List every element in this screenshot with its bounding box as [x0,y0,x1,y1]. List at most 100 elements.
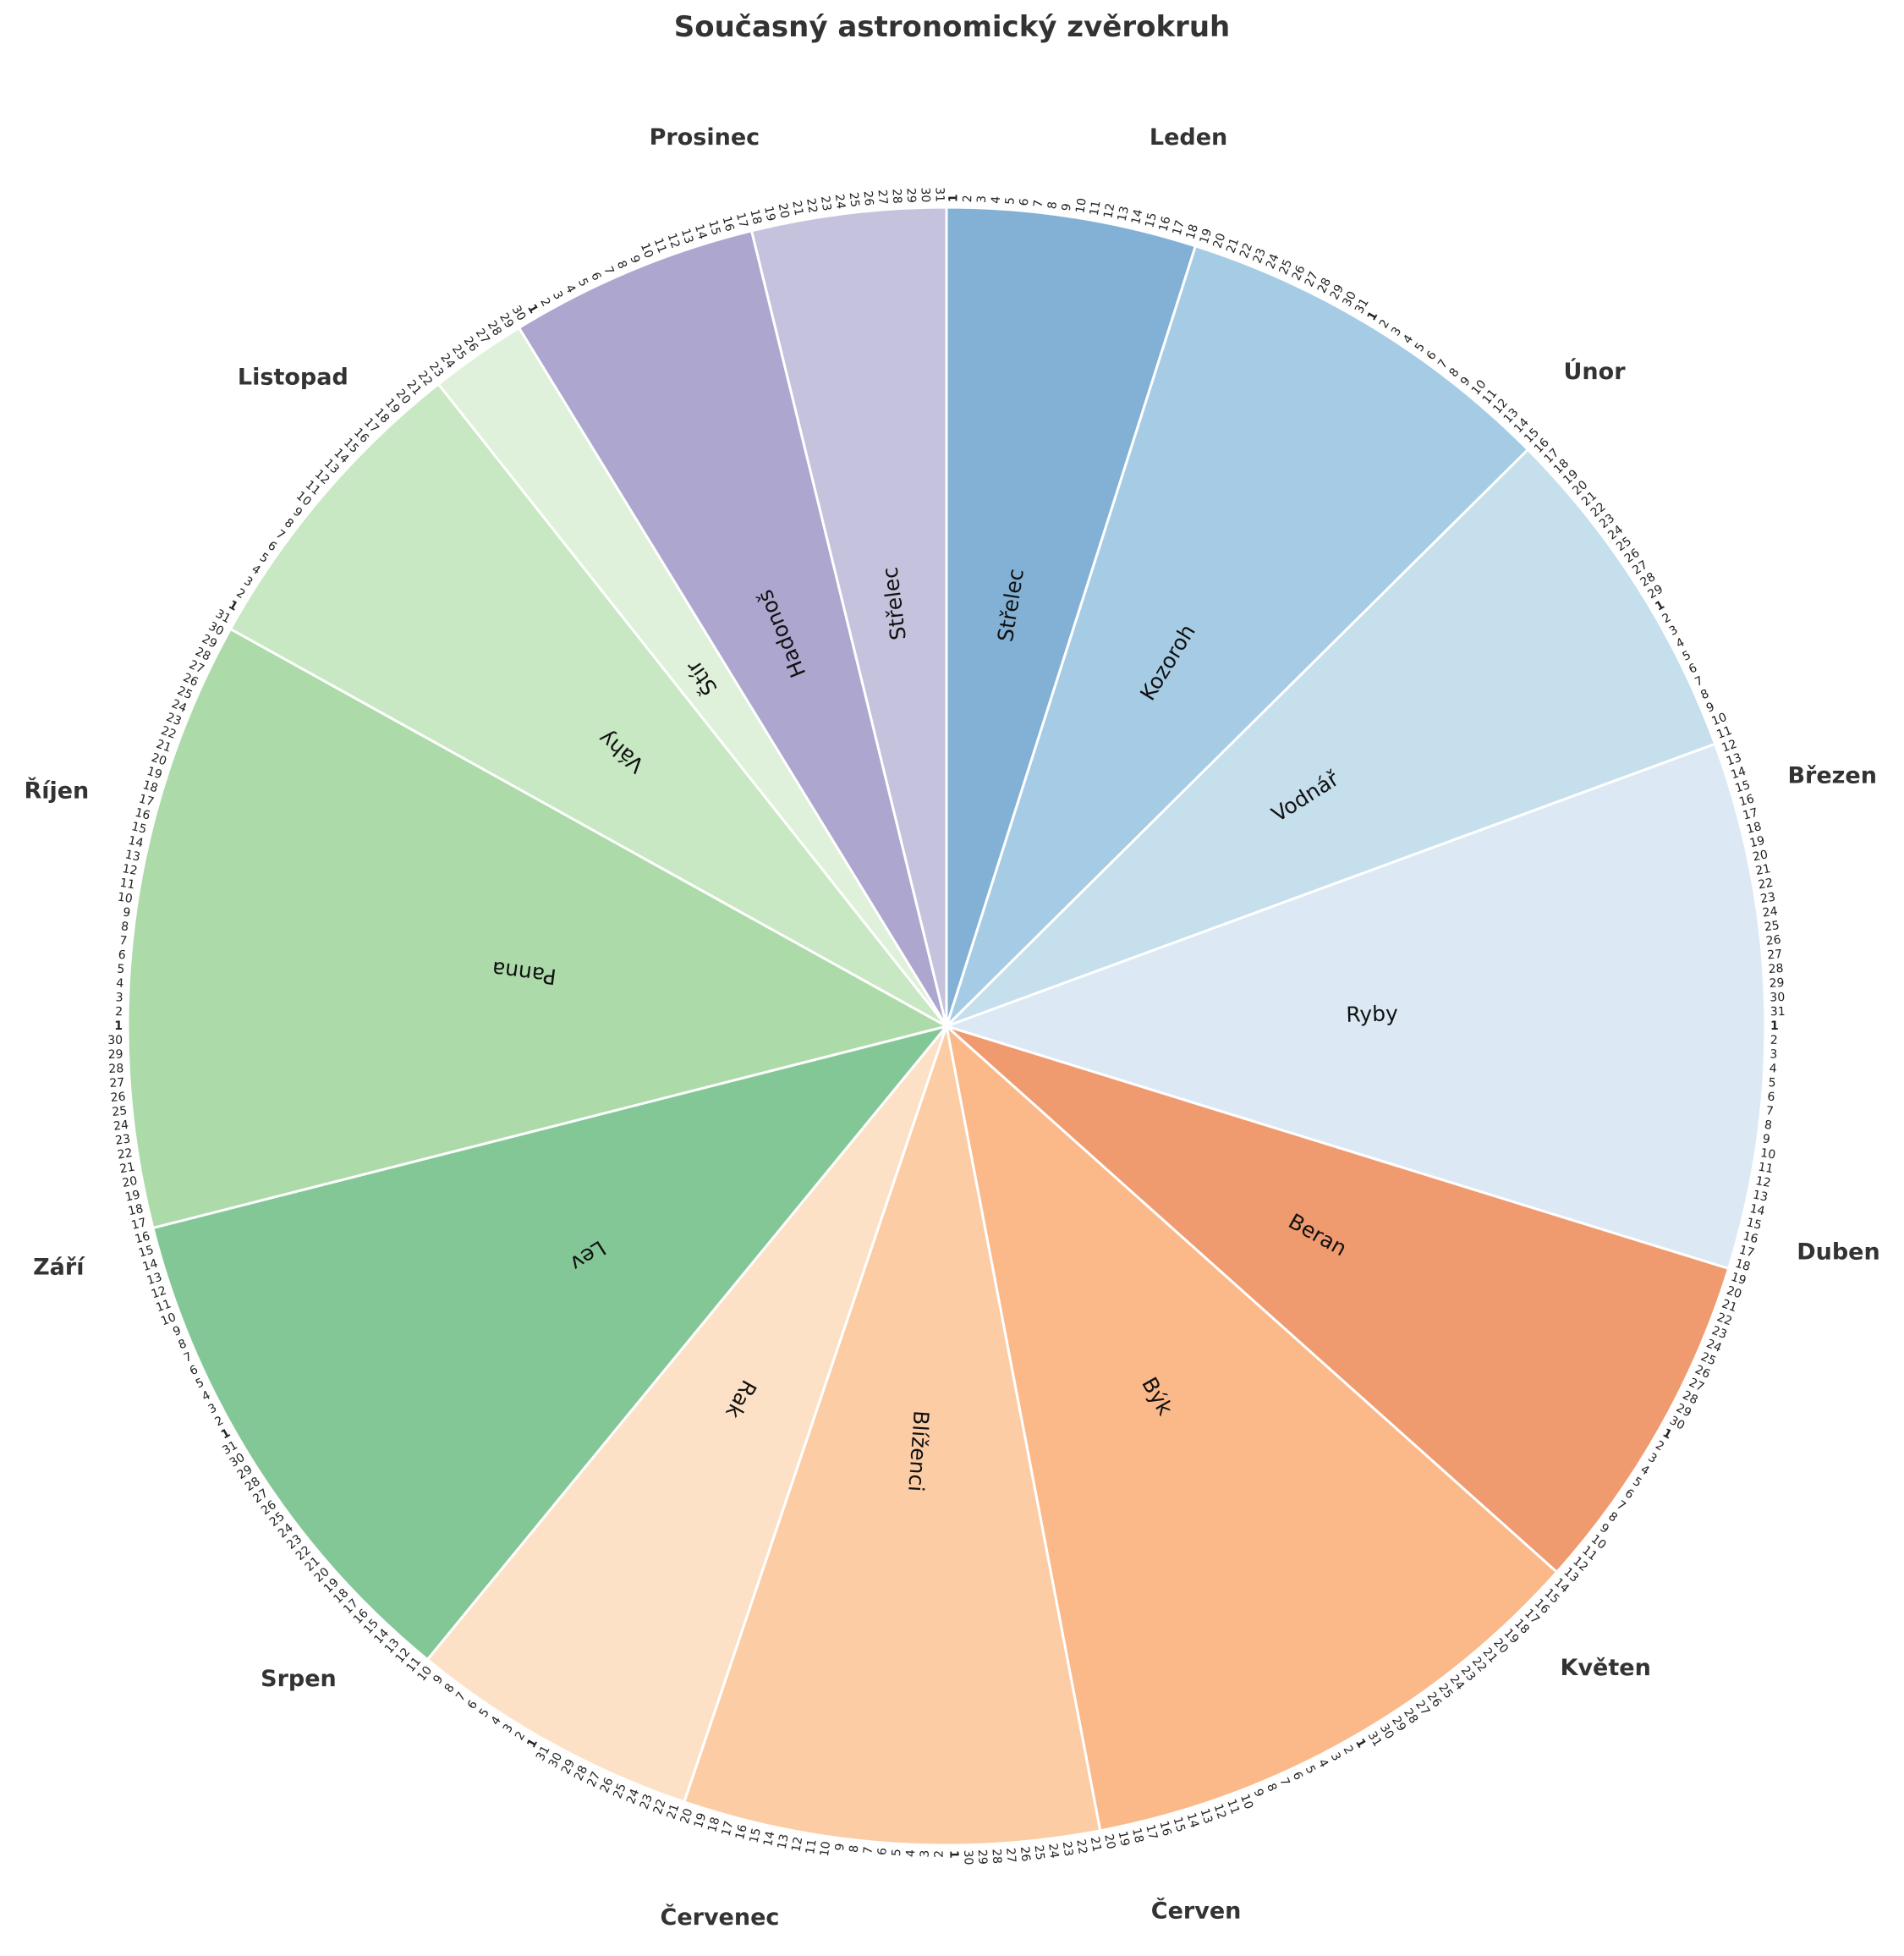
day-tick: 15 [130,820,148,837]
day-tick: 28 [193,645,212,663]
day-tick: 22 [1237,241,1255,260]
day-tick: 30 [918,187,931,202]
day-tick: 13 [1198,1807,1215,1826]
day-tick: 7 [1032,199,1046,208]
day-tick: 17 [733,212,750,229]
day-tick: 27 [1687,1376,1706,1394]
day-tick: 16 [1156,1820,1173,1838]
day-tick: 18 [141,778,160,795]
day-ticks: 1 2 3 4 5 6 7 8 9 1011121314151617181920212223242… [107,187,1786,1865]
day-tick: 26 [110,1091,126,1105]
day-tick: 12 [150,1284,168,1302]
day-tick: 15 [1745,1216,1763,1233]
day-tick: 14 [1748,1202,1766,1219]
day-tick: 26 [1693,1363,1712,1382]
day-tick: 28 [1681,1388,1700,1407]
day-tick: 16 [719,215,736,233]
day-tick: 7 [861,1846,875,1854]
day-tick: 17 [137,792,155,809]
day-tick: 2 [115,1005,123,1019]
day-tick: 28 [1768,962,1784,976]
sign-segment-byk-5 [944,1022,1559,1832]
day-tick: 8 [120,920,129,934]
day-tick: 17 [1171,218,1188,237]
day-tick: 26 [1765,933,1781,948]
day-tick: 17 [1742,806,1759,823]
day-tick: 23 [638,1793,656,1811]
sign-label-blizenci-6: Blíženci [903,1409,934,1492]
sign-segment-vodnar-2 [945,448,1717,1028]
month-label-cervenec: Červenec [661,1904,780,1931]
day-tick: 27 [187,658,206,677]
day-tick: 13 [1725,751,1743,769]
day-tick: 18 [747,208,764,226]
day-tick: 16 [1737,792,1756,809]
day-tick: 16 [134,1229,151,1246]
sign-segment-ryby-3 [942,742,1767,1271]
day-tick: 9 [627,253,642,265]
day-tick: 14 [1184,1811,1202,1830]
day-tick: 14 [141,1257,160,1274]
day-tick: 15 [1143,212,1160,229]
day-tick: 4 [116,976,124,990]
day-tick: 24 [169,697,189,716]
day-tick: 24 [1045,1843,1061,1860]
day-tick: 22 [804,197,820,214]
day-tick: 23 [1759,890,1776,906]
month-label-listopad: Listopad [238,364,348,390]
day-tick: 18 [1734,1257,1753,1274]
day-tick: 19 [761,205,777,223]
day-tick: 8 [848,1844,862,1854]
month-label-zari: Září [33,1255,85,1281]
day-tick: 11 [1757,1161,1774,1177]
day-tick: 30 [1770,991,1785,1005]
day-tick: 12 [1754,1174,1772,1190]
day-tick: 15 [1734,778,1753,795]
day-tick: 29 [200,632,219,651]
month-label-leden: Leden [1150,124,1227,151]
day-tick: 25 [1276,257,1295,277]
day-tick: 22 [1757,876,1774,893]
day-tick: 26 [181,671,200,690]
day-tick: 26 [861,190,876,206]
day-tick: 29 [497,310,516,331]
day-tick: 27 [1003,1847,1018,1863]
day-tick: 30 [546,1750,566,1770]
day-tick: 29 [1769,976,1785,991]
day-tick: 11 [804,1838,820,1855]
day-tick: 6 [188,1363,200,1378]
day-tick: 27 [109,1076,125,1091]
day-tick: 24 [112,1118,129,1134]
day-tick: 11 [651,236,669,255]
day-tick: 28 [1315,276,1334,295]
day-tick: 25 [112,1104,128,1119]
day-tick: 20 [1210,232,1228,250]
day-tick: 15 [137,1243,155,1260]
day-tick: 27 [1303,270,1321,289]
day-tick: 31 [534,1744,553,1763]
day-tick: 11 [118,876,135,893]
day-tick: 21 [118,1161,135,1177]
day-tick: 12 [665,232,683,250]
day-tick: 21 [154,738,173,755]
day-tick: 21 [1720,1297,1738,1315]
month-label-duben: Duben [1797,1239,1880,1266]
day-tick: 2 [961,195,974,202]
day-tick: 10 [1709,711,1728,728]
day-tick: 22 [651,1798,669,1816]
day-tick: 31 [1365,1729,1385,1750]
day-tick: 25 [611,1782,629,1801]
month-label-kveten: Květen [1561,1655,1651,1681]
day-tick: 10 [1759,1146,1776,1162]
day-tick: 1 [114,1019,123,1033]
day-tick: 17 [719,1820,736,1838]
day-tick: 20 [1752,848,1770,864]
day-tick: 12 [121,862,139,878]
day-tick: 10 [1237,1793,1255,1811]
day-tick: 19 [145,765,164,783]
day-tick: 10 [117,890,134,906]
day-tick: 9 [122,906,131,920]
day-tick: 25 [1698,1350,1718,1369]
day-tick: 18 [127,1202,145,1219]
day-tick: 31 [1353,296,1372,316]
